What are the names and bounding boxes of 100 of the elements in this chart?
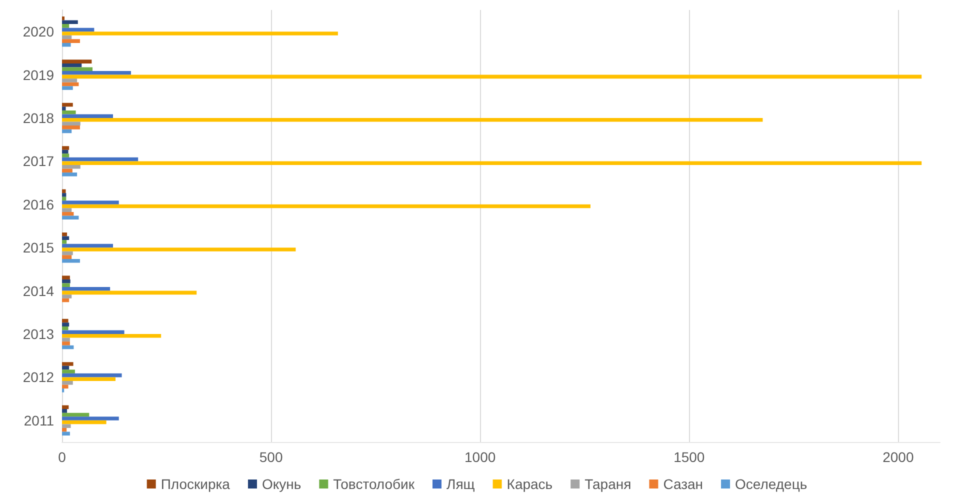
x-tick-label: 500 [259, 449, 283, 465]
bar [62, 276, 70, 280]
legend-label: Сазан [663, 476, 704, 492]
bar [62, 248, 296, 252]
bar [62, 193, 66, 197]
bar [62, 200, 119, 204]
bar [62, 334, 162, 338]
bar [62, 208, 72, 212]
bar [62, 342, 70, 346]
bar [62, 420, 106, 424]
bar [62, 63, 82, 68]
bar [62, 244, 114, 248]
x-tick-label: 1000 [464, 449, 496, 465]
bar [62, 424, 71, 428]
bar [62, 232, 68, 236]
bar [62, 172, 78, 176]
bar [62, 161, 922, 165]
bar [62, 82, 79, 86]
bar [62, 28, 94, 32]
bar [62, 216, 79, 220]
y-tick-label: 2018 [22, 110, 54, 126]
bar [62, 42, 71, 47]
bar [62, 370, 75, 374]
bar [62, 326, 68, 330]
legend-label: Товстолобик [333, 476, 416, 492]
bar [62, 126, 80, 130]
bar [62, 255, 72, 259]
x-tick-label: 0 [58, 449, 66, 465]
bar [62, 106, 66, 110]
bar [62, 384, 68, 389]
bar [62, 290, 197, 295]
bar [62, 258, 80, 263]
bar [62, 236, 70, 240]
bar [62, 39, 80, 43]
bar [62, 67, 93, 72]
bar [62, 283, 70, 288]
bar [62, 168, 72, 173]
bar [62, 251, 73, 256]
bar [62, 377, 116, 381]
bar [62, 154, 70, 158]
bar [62, 405, 69, 410]
bar [62, 318, 68, 323]
y-tick-label: 2014 [22, 282, 54, 299]
bar [62, 298, 70, 302]
legend-label: Лящ [446, 476, 476, 492]
bar [62, 432, 70, 436]
bar [62, 157, 138, 162]
y-tick-label: 2016 [22, 196, 54, 212]
bar [62, 164, 80, 169]
bar [62, 366, 70, 370]
bar [62, 71, 131, 75]
bar [62, 146, 70, 150]
bar [62, 330, 124, 334]
y-tick-label: 2012 [22, 369, 54, 386]
bar [62, 118, 763, 122]
bar [62, 78, 78, 82]
bar [62, 240, 67, 244]
bar [62, 212, 74, 216]
y-tick-label: 2013 [22, 326, 54, 342]
bar [62, 86, 73, 90]
y-tick-label: 2015 [22, 240, 54, 256]
bar [62, 373, 122, 378]
bar [62, 16, 65, 20]
bar [62, 412, 90, 417]
bar [62, 428, 67, 432]
bar [62, 74, 922, 79]
bar [62, 380, 73, 385]
bar [62, 129, 72, 134]
bar [62, 362, 74, 366]
bar [62, 416, 119, 420]
y-tick-label: 2020 [22, 24, 54, 40]
bar [62, 20, 78, 24]
bar [62, 338, 70, 342]
bar [62, 110, 76, 114]
legend-label: Карась [506, 476, 553, 492]
x-tick-label: 1500 [674, 449, 705, 465]
bar [62, 279, 70, 284]
y-tick-label: 2011 [24, 412, 54, 428]
legend-label: Оселедець [735, 476, 808, 492]
bar [62, 189, 66, 194]
bar [62, 35, 72, 40]
bar [62, 24, 70, 28]
y-tick-label: 2017 [22, 153, 54, 170]
x-tick-label: 2000 [882, 449, 914, 465]
bar [62, 60, 92, 64]
bar [62, 122, 80, 126]
bar [62, 409, 68, 413]
legend-label: Тараня [584, 476, 632, 492]
bar [62, 114, 114, 118]
legend-label: Плоскирка [160, 476, 230, 492]
bar [62, 102, 73, 107]
bar [62, 322, 70, 326]
bar [62, 294, 72, 298]
bar [62, 150, 68, 154]
bar [62, 32, 338, 36]
bar [62, 345, 74, 350]
legend-label: Окунь [262, 476, 302, 492]
y-tick-label: 2019 [22, 66, 54, 83]
bar [62, 204, 590, 208]
bar [62, 287, 110, 291]
